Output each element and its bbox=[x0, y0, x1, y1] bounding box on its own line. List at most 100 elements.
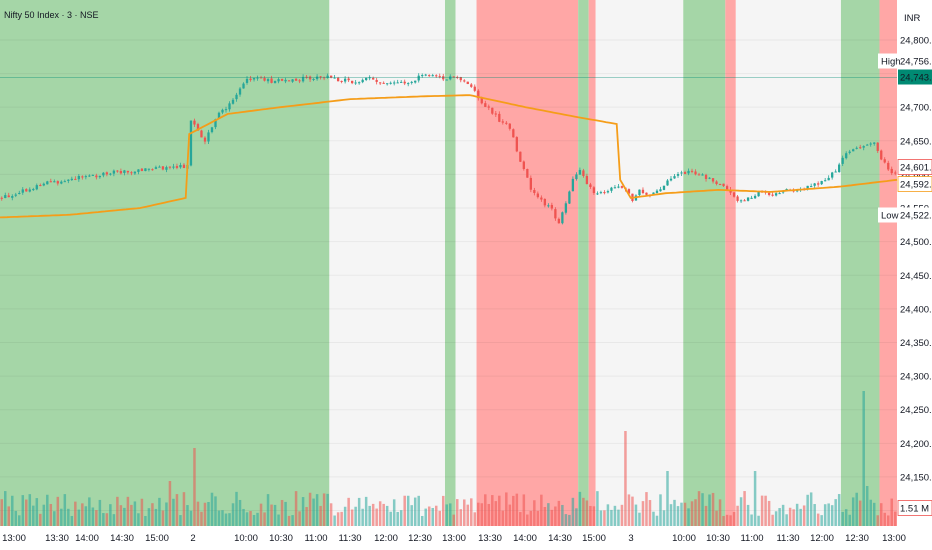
x-tick-label: 10:00 bbox=[234, 533, 258, 544]
volume-bar bbox=[161, 510, 165, 526]
volume-bar bbox=[694, 499, 697, 526]
candle-body bbox=[494, 113, 497, 115]
volume-bar bbox=[238, 499, 242, 526]
candle-body bbox=[666, 180, 669, 186]
candle-body bbox=[883, 159, 886, 163]
volume-bar bbox=[673, 499, 676, 526]
volume-bar bbox=[778, 508, 781, 526]
x-tick-label: 14:30 bbox=[548, 533, 572, 544]
candle-body bbox=[694, 171, 697, 175]
volume-bar bbox=[844, 509, 848, 526]
candle-body bbox=[4, 195, 7, 199]
volume-bar bbox=[399, 510, 403, 526]
volume-bar bbox=[431, 507, 434, 526]
candle-body bbox=[147, 168, 151, 170]
candle-body bbox=[410, 81, 413, 83]
candle-body bbox=[25, 189, 28, 192]
volume-bar bbox=[389, 511, 392, 526]
volume-bar bbox=[217, 510, 221, 526]
volume-bar bbox=[189, 510, 193, 526]
candle-body bbox=[554, 209, 557, 219]
candle-body bbox=[0, 197, 3, 199]
candle-body bbox=[158, 166, 161, 168]
volume-bar bbox=[522, 494, 526, 526]
volume-bar bbox=[245, 512, 249, 526]
candle-body bbox=[361, 79, 364, 83]
x-tick-label: 12:30 bbox=[845, 533, 869, 544]
candle-body bbox=[357, 82, 361, 84]
candle-body bbox=[627, 189, 631, 194]
candle-body bbox=[207, 132, 210, 142]
y-tick-label: 24,250.00 bbox=[900, 405, 932, 416]
volume-bar bbox=[746, 504, 750, 526]
candle-body bbox=[319, 76, 322, 78]
volume-bar bbox=[533, 500, 536, 526]
candle-body bbox=[767, 192, 771, 195]
volume-bar bbox=[294, 491, 298, 526]
volume-bar bbox=[95, 510, 98, 526]
candle-body bbox=[333, 77, 336, 79]
volume-bar bbox=[109, 504, 112, 526]
candle-body bbox=[386, 83, 389, 85]
x-tick-label: 14:30 bbox=[110, 533, 134, 544]
volume-bar bbox=[84, 506, 88, 526]
candle-body bbox=[60, 181, 63, 184]
candle-body bbox=[575, 174, 578, 180]
candle-body bbox=[144, 168, 147, 172]
volume-bar bbox=[63, 494, 67, 526]
candle-body bbox=[252, 77, 256, 80]
candle-body bbox=[697, 174, 701, 176]
volume-bar bbox=[767, 500, 771, 526]
volume-bar bbox=[893, 511, 897, 526]
candle-body bbox=[308, 76, 312, 80]
volume-bar bbox=[382, 503, 385, 526]
volume-bar bbox=[343, 506, 347, 526]
candle-body bbox=[596, 193, 599, 195]
candle-body bbox=[284, 79, 287, 82]
candle-body bbox=[536, 193, 540, 198]
candle-body bbox=[407, 83, 410, 85]
candle-body bbox=[795, 190, 799, 192]
volume-bar bbox=[550, 509, 554, 526]
price-badge-high bbox=[898, 53, 932, 69]
candle-body bbox=[179, 165, 182, 168]
candle-body bbox=[617, 186, 620, 188]
volume-bar bbox=[154, 508, 158, 526]
candle-body bbox=[428, 75, 431, 77]
candle-body bbox=[414, 80, 417, 83]
volume-bar bbox=[102, 513, 105, 526]
volume-bar bbox=[126, 496, 130, 526]
price-badge-label: High bbox=[881, 57, 901, 68]
volume-bar bbox=[130, 504, 133, 526]
volume-bar bbox=[851, 497, 855, 526]
volume-bar bbox=[886, 515, 890, 526]
candle-body bbox=[845, 153, 848, 159]
volume-bar bbox=[718, 499, 722, 526]
candle-body bbox=[161, 166, 165, 170]
x-tick-label: 11:30 bbox=[338, 533, 361, 544]
candle-body bbox=[732, 192, 736, 197]
volume-bar bbox=[301, 497, 305, 526]
volume-bar bbox=[781, 504, 785, 526]
candle-body bbox=[515, 137, 518, 152]
candle-body bbox=[862, 146, 865, 148]
candle-body bbox=[393, 82, 396, 84]
candle-body bbox=[172, 166, 175, 168]
session-band-green bbox=[578, 0, 589, 526]
volume-bar bbox=[666, 471, 669, 526]
volume-bar bbox=[827, 503, 830, 526]
volume-bar bbox=[67, 508, 70, 526]
volume-bar bbox=[848, 514, 851, 526]
volume-bar bbox=[578, 491, 582, 526]
candle-body bbox=[613, 187, 617, 189]
candle-body bbox=[505, 122, 508, 124]
y-tick-label: 24,450.00 bbox=[900, 271, 932, 282]
volume-bar bbox=[228, 513, 231, 526]
vwap-line bbox=[0, 94, 898, 219]
price-badge-value: 24,592.28 bbox=[900, 180, 932, 191]
volume-bar bbox=[806, 494, 809, 526]
y-tick-label: 24,600.00 bbox=[900, 170, 932, 181]
volume-bar bbox=[329, 503, 333, 526]
